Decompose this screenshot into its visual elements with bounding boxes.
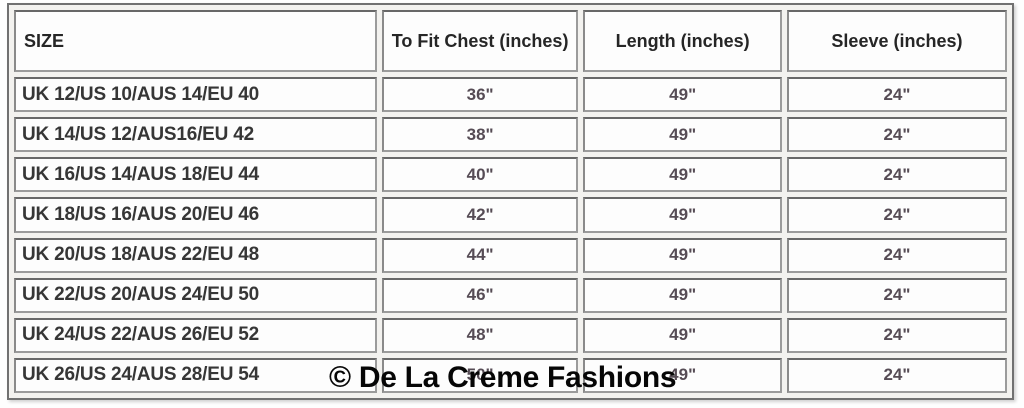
sleeve-cell: 24" [786, 157, 1007, 193]
sleeve-cell: 24" [786, 277, 1007, 313]
table-row: UK 12/US 10/AUS 14/EU 40 36" 49" 24" [14, 77, 1007, 113]
table-row: UK 20/US 18/AUS 22/EU 48 44" 49" 24" [14, 237, 1007, 273]
table-row: UK 14/US 12/AUS16/EU 42 38" 49" 24" [14, 117, 1007, 153]
header-row: SIZE To Fit Chest (inches) Length (inche… [14, 10, 1007, 72]
table-row: UK 16/US 14/AUS 18/EU 44 40" 49" 24" [14, 157, 1007, 193]
sleeve-cell: 24" [786, 317, 1007, 353]
sleeve-cell: 24" [786, 237, 1007, 273]
chest-cell: 38" [381, 117, 579, 153]
header-size: SIZE [14, 10, 377, 72]
table-row: UK 26/US 24/AUS 28/EU 54 50" 49" 24" [14, 357, 1007, 393]
table-row: UK 22/US 20/AUS 24/EU 50 46" 49" 24" [14, 277, 1007, 313]
chest-cell: 50" [381, 357, 579, 393]
header-length: Length (inches) [583, 10, 782, 72]
sleeve-cell: 24" [786, 117, 1007, 153]
size-cell: UK 12/US 10/AUS 14/EU 40 [14, 77, 377, 113]
chest-cell: 36" [381, 77, 579, 113]
length-cell: 49" [583, 197, 782, 233]
size-cell: UK 24/US 22/AUS 26/EU 52 [14, 317, 377, 353]
length-cell: 49" [583, 237, 782, 273]
size-cell: UK 14/US 12/AUS16/EU 42 [14, 117, 377, 153]
size-cell: UK 22/US 20/AUS 24/EU 50 [14, 277, 377, 313]
length-cell: 49" [583, 117, 782, 153]
sleeve-cell: 24" [786, 357, 1007, 393]
length-cell: 49" [583, 157, 782, 193]
chest-cell: 44" [381, 237, 579, 273]
size-cell: UK 18/US 16/AUS 20/EU 46 [14, 197, 377, 233]
chest-cell: 42" [381, 197, 579, 233]
length-cell: 49" [583, 277, 782, 313]
sleeve-cell: 24" [786, 197, 1007, 233]
chest-cell: 46" [381, 277, 579, 313]
size-chart-table: SIZE To Fit Chest (inches) Length (inche… [7, 3, 1014, 400]
size-cell: UK 20/US 18/AUS 22/EU 48 [14, 237, 377, 273]
header-sleeve: Sleeve (inches) [786, 10, 1007, 72]
header-chest: To Fit Chest (inches) [381, 10, 579, 72]
length-cell: 49" [583, 317, 782, 353]
sleeve-cell: 24" [786, 77, 1007, 113]
chest-cell: 40" [381, 157, 579, 193]
table-row: UK 24/US 22/AUS 26/EU 52 48" 49" 24" [14, 317, 1007, 353]
length-cell: 49" [583, 77, 782, 113]
size-cell: UK 16/US 14/AUS 18/EU 44 [14, 157, 377, 193]
table-row: UK 18/US 16/AUS 20/EU 46 42" 49" 24" [14, 197, 1007, 233]
size-cell: UK 26/US 24/AUS 28/EU 54 [14, 357, 377, 393]
chest-cell: 48" [381, 317, 579, 353]
length-cell: 49" [583, 357, 782, 393]
